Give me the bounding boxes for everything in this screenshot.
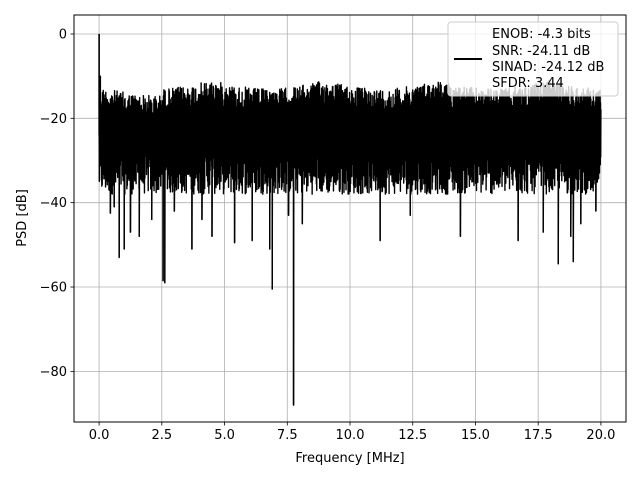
legend: ENOB: -4.3 bits SNR: -24.11 dB SINAD: -2… — [447, 21, 619, 97]
x-tick-label: 20.0 — [586, 428, 615, 443]
legend-entry-enob: ENOB: -4.3 bits — [492, 27, 591, 42]
y-tick-label: 0 — [59, 27, 67, 42]
x-tick-label: 5.0 — [214, 428, 235, 443]
x-tick-label: 12.5 — [398, 428, 427, 443]
x-tick-label: 15.0 — [461, 428, 490, 443]
y-tick-label: −20 — [40, 112, 67, 127]
legend-entry-snr: SNR: -24.11 dB — [492, 44, 590, 59]
legend-entry-sfdr: SFDR: 3.44 — [492, 76, 564, 91]
x-tick-label: 0.0 — [89, 428, 110, 443]
x-axis-label: Frequency [MHz] — [295, 451, 404, 466]
y-tick-label: −40 — [40, 196, 67, 211]
x-tick-label: 10.0 — [336, 428, 365, 443]
x-tick-label: 17.5 — [524, 428, 553, 443]
y-axis-label: PSD [dB] — [15, 189, 30, 247]
x-tick-label: 7.5 — [277, 428, 298, 443]
legend-box — [447, 21, 619, 97]
y-tick-label: −80 — [40, 365, 67, 380]
psd-series-line — [98, 33, 602, 406]
legend-entry-sinad: SINAD: -24.12 dB — [492, 60, 604, 75]
y-tick-label: −60 — [40, 281, 67, 296]
x-tick-label: 2.5 — [151, 428, 172, 443]
